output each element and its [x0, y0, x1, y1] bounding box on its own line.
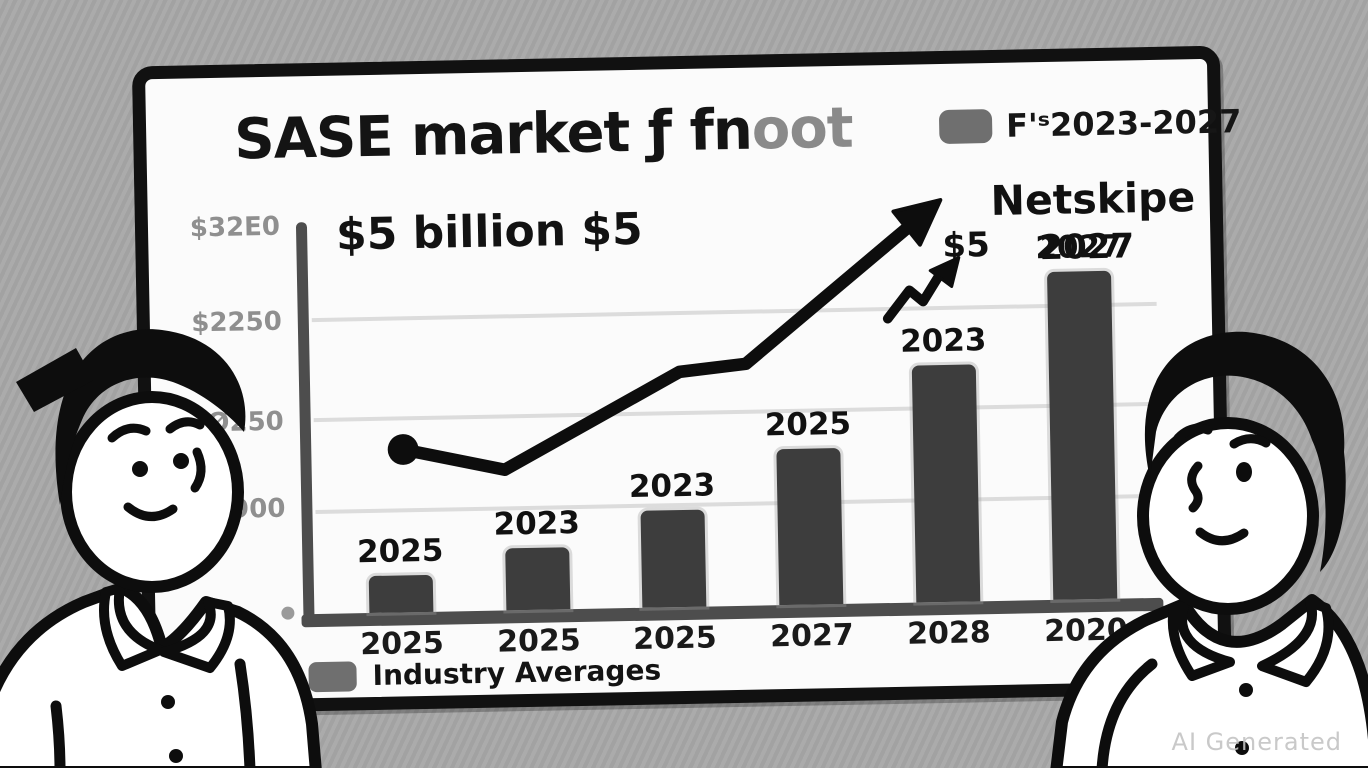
y-tick-label: $Ø250: [188, 406, 285, 439]
x-tick-label: 2025: [632, 620, 718, 657]
bars: 2025 2023 2023 2025 2023 2027: [145, 59, 1207, 614]
y-axis-tick-labels: $32E0 $2250 $Ø250 $2900: [145, 59, 1207, 526]
bar: [1046, 270, 1118, 600]
y-tick-label: $2250: [191, 306, 283, 339]
x-tick-label: 2025: [359, 625, 445, 663]
legend-bottom-swatch-icon: [308, 660, 357, 692]
whiteboard: SASE market ƒ fnoot F'ˢ2023-2027 $5 bill…: [131, 45, 1242, 715]
bar-value-label: 2025: [356, 532, 444, 571]
ai-generated-watermark: AI Generated: [1171, 728, 1342, 756]
bar-chart: $32E0 $2250 $Ø250 $2900 2025 2023 2023 2025 202…: [145, 59, 1219, 701]
bar: [505, 547, 571, 611]
bar-value-label: 2023: [899, 322, 987, 360]
legend-bottom: Industry Averages: [308, 653, 661, 693]
x-tick-label: 2025: [496, 622, 582, 660]
axis-decoration-dot: [281, 606, 295, 620]
gridline: [313, 401, 1159, 423]
bar: [911, 364, 981, 603]
bar-value-label: 2023: [493, 504, 581, 543]
x-tick-label: 2028: [906, 615, 991, 652]
x-axis-tick-labels: 2025 2025 2025 2027 2028 2020: [145, 59, 1207, 662]
y-tick-label: $32E0: [189, 211, 281, 244]
gridline: [315, 493, 1161, 515]
bar-value-label: 2025: [764, 405, 852, 444]
y-axis-line: [295, 222, 315, 627]
bar: [368, 574, 434, 614]
bar: [776, 447, 844, 606]
bar-value-label: 2027: [1035, 228, 1123, 267]
y-tick-label: $2900: [194, 493, 286, 526]
bar: [640, 509, 707, 608]
gridline: [311, 301, 1157, 323]
x-tick-label: 2020: [1043, 612, 1128, 650]
gridlines: [145, 59, 1207, 515]
x-tick-label: 2027: [769, 617, 855, 655]
bar-value-label: 2023: [628, 467, 716, 506]
legend-bottom-label: Industry Averages: [372, 653, 662, 692]
